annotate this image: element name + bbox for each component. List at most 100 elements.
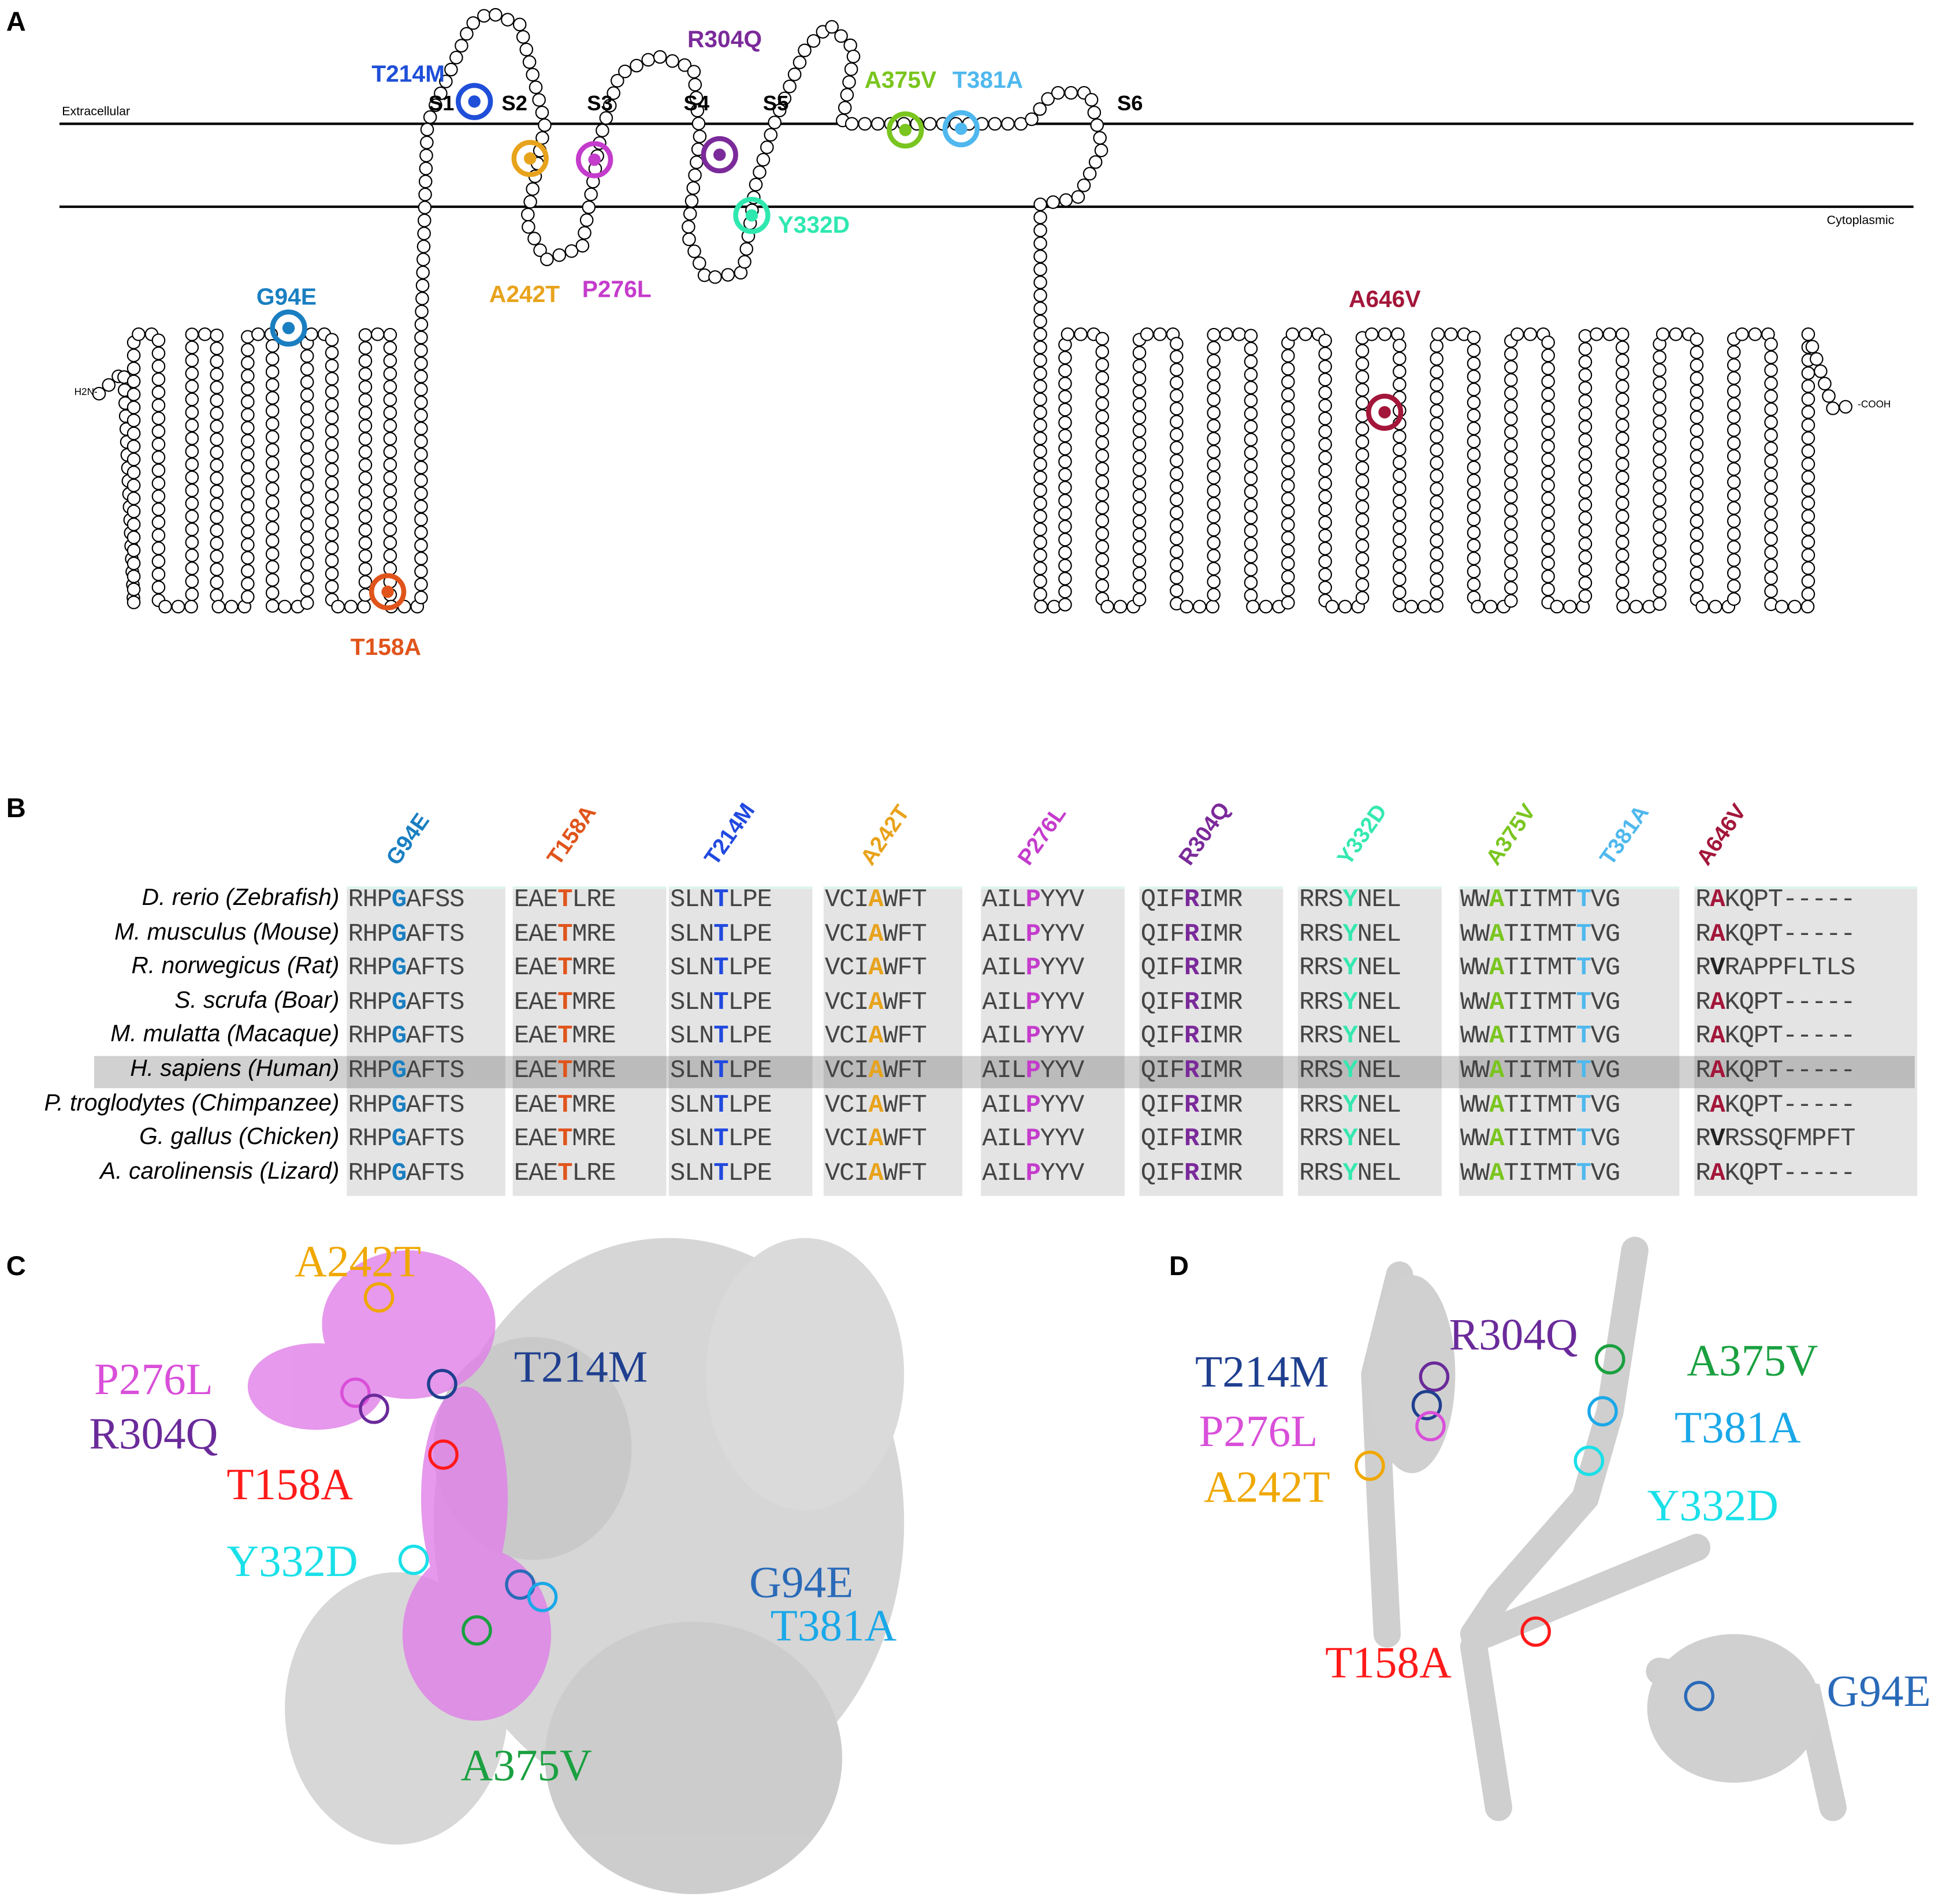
- residue: [1615, 444, 1630, 459]
- sequence-segment: QIFRIMR: [1140, 1023, 1243, 1052]
- residue: [611, 73, 624, 88]
- sequence-segment: VCIAWFT: [824, 1091, 927, 1120]
- sequence-segment: QIFRIMR: [1140, 989, 1243, 1018]
- residue: [331, 599, 345, 614]
- d-label-r304q: R304Q: [1449, 1310, 1578, 1359]
- sequence-segment: AILPYYV: [982, 1160, 1084, 1188]
- residue: [1219, 327, 1233, 341]
- residue: [683, 207, 697, 221]
- residue: [526, 182, 540, 196]
- residue: [1082, 166, 1097, 181]
- residue: [1033, 275, 1047, 289]
- residue: [151, 437, 166, 452]
- residue: [825, 20, 839, 34]
- residue: [420, 122, 434, 137]
- residue: [596, 124, 609, 137]
- residue: [793, 55, 807, 69]
- residue: [418, 187, 432, 202]
- residue: [1087, 106, 1102, 120]
- residue: [753, 165, 767, 179]
- sequence-segment: EAETMRE: [514, 1057, 616, 1086]
- panel-a-letter: A: [6, 6, 26, 38]
- mutation-column-label: P276L: [1013, 802, 1071, 870]
- sequence-segment: VCIAWFT: [824, 1160, 927, 1188]
- residue: [1541, 582, 1555, 597]
- sequence-alignment: G94E T158A T214M A242T P276L R304Q Y332D A375V T…: [44, 798, 1918, 1196]
- residue: [688, 77, 702, 92]
- residue: [1084, 92, 1099, 107]
- mutation-site-marker: [398, 1544, 429, 1575]
- residue: [1318, 372, 1332, 387]
- sequence-segment: WWATITMTTVG: [1460, 921, 1620, 949]
- sequence-segment: SLNTLPE: [669, 1057, 772, 1086]
- c-label-t214m: T214M: [514, 1342, 648, 1392]
- mutation-column-label: A646V: [1691, 799, 1751, 870]
- sequence-segment: SLNTLPE: [669, 886, 772, 915]
- residue: [519, 42, 534, 57]
- residue: [692, 256, 706, 270]
- sequence-segment: RHPGAFTS: [348, 921, 464, 949]
- residue: [535, 131, 549, 145]
- sequence-segment: WWATITMTTVG: [1460, 1126, 1620, 1154]
- residue: [1727, 592, 1741, 606]
- residue: [429, 98, 442, 113]
- residue: [1467, 396, 1481, 409]
- sequence-segment: RRSYNEL: [1299, 1057, 1401, 1086]
- species-name: P. troglodytes (Chimpanzee): [44, 1090, 340, 1116]
- species-name: D. rerio (Zebrafish): [142, 885, 340, 911]
- residue: [842, 75, 856, 89]
- species-name: M. mulatta (Macaque): [110, 1022, 340, 1048]
- residue: [687, 65, 701, 79]
- residue: [1467, 408, 1481, 423]
- residue: [579, 213, 594, 227]
- residue: [512, 17, 527, 32]
- sequence-segment: RRSYNEL: [1299, 1091, 1401, 1120]
- residue: [599, 111, 613, 125]
- sequence-segment: RHPGAFTS: [348, 1057, 464, 1086]
- sequence-segment: RHPGAFSS: [348, 886, 464, 915]
- sequence-segment: RHPGAFTS: [348, 955, 464, 983]
- sequence-segment: AILPYYV: [982, 989, 1084, 1018]
- residue: [844, 117, 859, 131]
- sequence-segment: SLNTLPE: [669, 1160, 772, 1188]
- sequence-segment: RVRAPPFLTLS: [1695, 955, 1855, 983]
- residue: [538, 118, 552, 132]
- residue: [1246, 599, 1260, 614]
- sequence-segment: RHPGAFTS: [348, 1023, 464, 1052]
- sequence-segment: QIFRIMR: [1140, 886, 1243, 915]
- c-label-r304q: R304Q: [89, 1409, 218, 1459]
- sequence-segment: RVRSSQFMPFT: [1695, 1126, 1855, 1154]
- sequence-segment: EAETLRE: [514, 1160, 616, 1188]
- residue: [678, 58, 692, 72]
- residue: [460, 27, 474, 41]
- c-label-p276l: P276L: [94, 1354, 213, 1404]
- sequence-segment: VCIAWFT: [824, 955, 927, 983]
- sequence-segment: VCIAWFT: [824, 1023, 927, 1052]
- residue: [224, 599, 239, 614]
- residue: [423, 110, 437, 124]
- residue: [653, 50, 667, 64]
- residue: [533, 243, 547, 258]
- residue: [1041, 92, 1055, 106]
- c-label-y332d: Y332D: [226, 1536, 358, 1586]
- residue: [489, 8, 503, 22]
- residue: [439, 74, 453, 88]
- residue: [1033, 444, 1047, 459]
- sequence-segment: VCIAWFT: [824, 1057, 927, 1086]
- residue: [1033, 102, 1047, 116]
- sequence-segment: EAETMRE: [514, 1091, 616, 1120]
- species-name: G. gallus (Chicken): [139, 1124, 340, 1150]
- sequence-segment: RAKQPT-----: [1695, 921, 1855, 949]
- sequence-segment: QIFRIMR: [1140, 1126, 1243, 1154]
- residue: [1192, 599, 1207, 614]
- sequence-segment: QIFRIMR: [1140, 1091, 1243, 1120]
- residue: [777, 91, 792, 106]
- mutation-column-label: Y332D: [1332, 799, 1392, 870]
- sequence-segment: QIFRIMR: [1140, 1160, 1243, 1188]
- residue: [844, 62, 858, 76]
- residue: [768, 115, 782, 129]
- sequence-segment: RAKQPT-----: [1695, 1057, 1855, 1086]
- sequence-segment: SLNTLPE: [669, 1091, 772, 1120]
- sequence-segment: VCIAWFT: [824, 989, 927, 1018]
- residue: [516, 30, 530, 44]
